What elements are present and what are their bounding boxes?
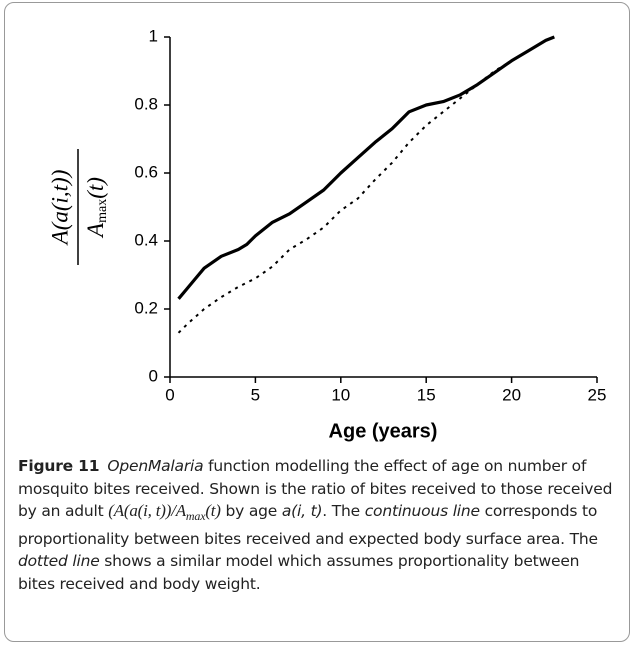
y-tick-label: 0.4 (134, 230, 158, 249)
y-label-den-tail: (t) (83, 177, 108, 199)
caption-sub: max (185, 509, 206, 523)
y-tick-label: 0 (149, 366, 158, 385)
y-tick-label: 1 (149, 26, 158, 45)
y-label-numerator: A(a(i,t)) (47, 170, 72, 247)
y-label-denominator: Amax(t) (83, 177, 110, 239)
y-tick-label: 0.6 (134, 162, 158, 181)
caption-normal: by age (220, 502, 282, 520)
caption-normal: shows a similar model which assumes prop… (18, 552, 580, 593)
x-tick-label: 20 (502, 385, 521, 404)
y-label-den-sub: max (95, 199, 110, 223)
figure-frame (4, 2, 630, 642)
y-label-den-a: A (83, 222, 108, 239)
caption-normal: function modelling the effect of age on … (18, 457, 613, 520)
y-tick-label: 0.8 (134, 94, 158, 113)
caption-italic: OpenMalaria (107, 457, 204, 475)
caption: Figure 11 OpenMalaria function modelling … (18, 455, 618, 595)
x-axis-label: Age (years) (329, 420, 438, 442)
y-axis-label: A(a(i,t)) Amax(t) (47, 149, 110, 265)
caption-bold: Figure 11 (18, 457, 100, 475)
x-tick-label: 25 (588, 385, 607, 404)
y-tick-label: 0.2 (134, 298, 158, 317)
caption-math: (t) (205, 501, 221, 520)
x-tick-label: 15 (417, 385, 436, 404)
continuous-line (177, 35, 555, 300)
x-tick-label: 0 (165, 385, 174, 404)
x-tick-label: 10 (331, 385, 350, 404)
caption-italic: dotted line (18, 552, 100, 570)
caption-normal: . The (322, 502, 365, 520)
caption-normal: corresponds to proportionality between b… (18, 502, 598, 548)
caption-math: (A(a(i, t))/A (108, 501, 186, 520)
chart: A(a(i,t)) Amax(t) Age (years) 0 0.2 0.4 0.6… (47, 26, 607, 442)
x-tick-label: 5 (251, 385, 260, 404)
dotted-line (177, 36, 555, 334)
caption-italic: a(i, t) (281, 502, 323, 520)
caption-italic: continuous line (364, 502, 480, 520)
